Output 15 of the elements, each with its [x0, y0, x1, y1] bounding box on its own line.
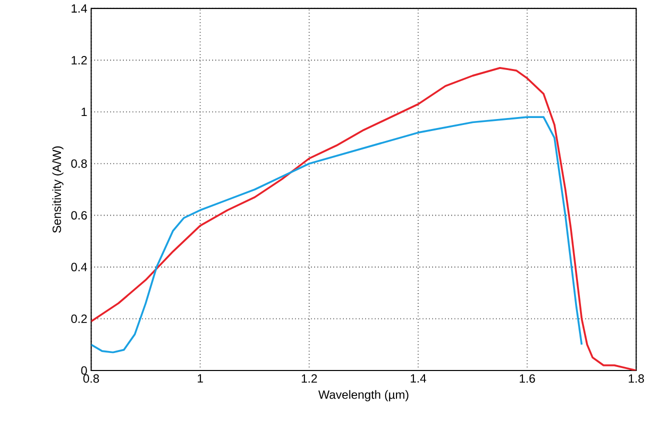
x-axis-title: Wavelength (µm)	[318, 390, 408, 402]
x-tick-label: 1.6	[520, 374, 535, 383]
y-tick-label: 0.4	[71, 262, 88, 272]
x-tick-label: 1.4	[410, 374, 426, 383]
y-axis-title: Sensitivity (A/W)	[52, 146, 64, 233]
y-tick-label: 1.4	[72, 4, 88, 13]
y-tick-label: 1.2	[72, 56, 87, 64]
y-tick-label: 0.2	[71, 314, 87, 324]
y-tick-label: 0.8	[71, 159, 87, 168]
x-tick-label: 1.2	[302, 374, 317, 383]
x-tick-label: 1	[198, 374, 203, 383]
y-tick-label: 0	[81, 366, 87, 375]
y-tick-label: 1	[82, 108, 87, 116]
y-tick-label: 0.6	[71, 211, 87, 220]
x-tick-label: 1.8	[628, 374, 644, 383]
